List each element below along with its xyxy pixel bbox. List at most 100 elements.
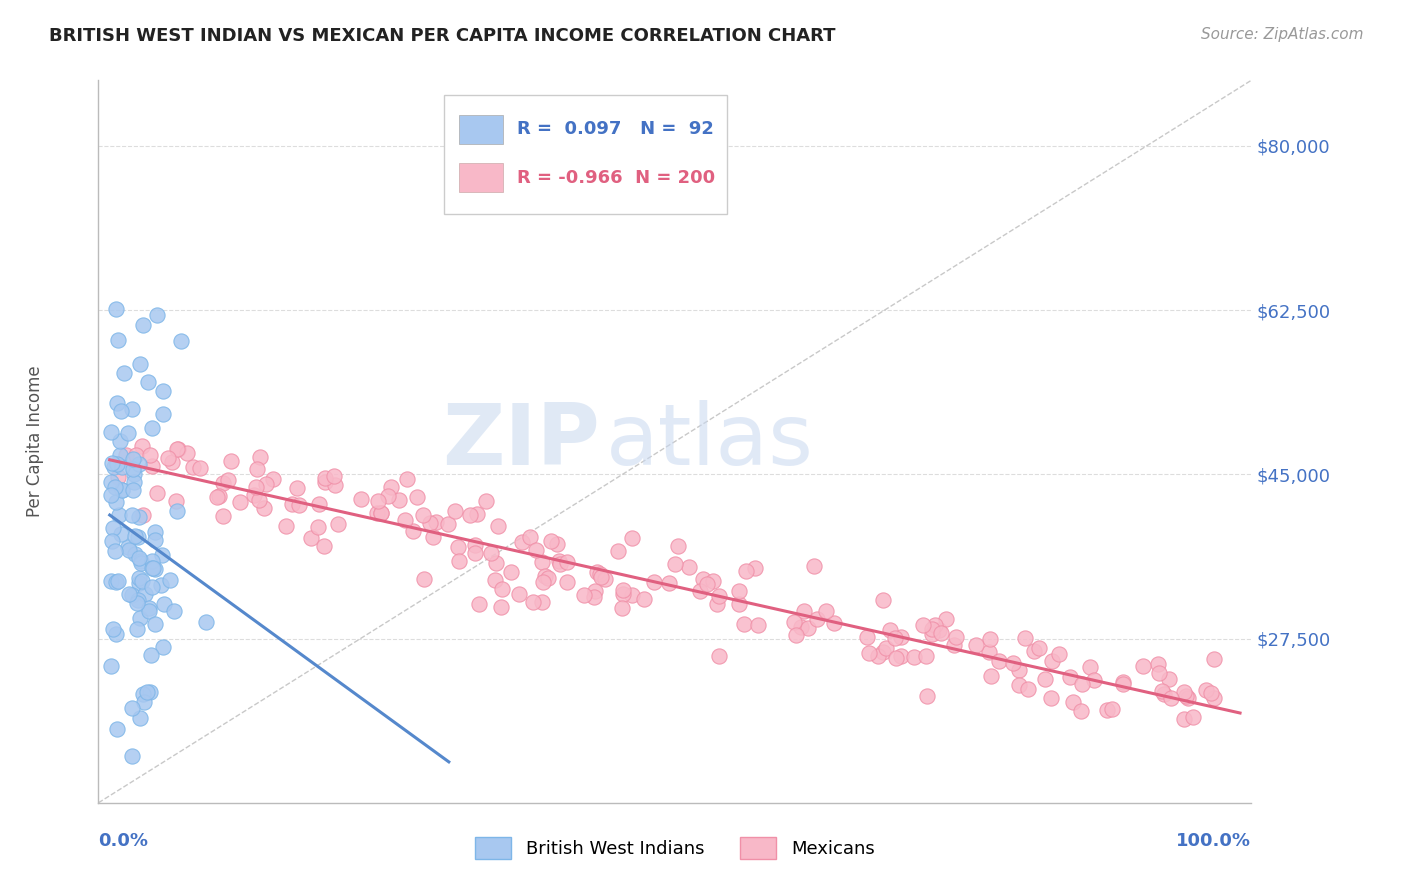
Point	[1152, 683, 1174, 698]
Point	[1112, 677, 1135, 691]
FancyBboxPatch shape	[444, 95, 727, 214]
Point	[537, 571, 560, 585]
Point	[131, 574, 153, 588]
Point	[157, 451, 180, 466]
Point	[980, 669, 1002, 683]
Point	[965, 638, 987, 652]
Point	[229, 495, 252, 509]
Point	[219, 454, 242, 468]
Point	[124, 547, 146, 561]
Point	[924, 618, 946, 632]
Point	[105, 495, 128, 509]
Point	[262, 472, 284, 486]
Point	[1059, 670, 1081, 684]
Point	[314, 475, 336, 489]
Point	[370, 506, 392, 520]
Point	[121, 748, 143, 763]
Point	[548, 558, 571, 572]
Point	[245, 480, 267, 494]
Point	[890, 630, 912, 644]
Point	[115, 448, 138, 462]
Point	[100, 425, 122, 439]
Point	[107, 470, 129, 484]
Point	[633, 592, 655, 607]
Point	[370, 506, 392, 520]
Point	[326, 517, 349, 532]
Point	[127, 593, 149, 607]
Point	[118, 587, 141, 601]
Point	[100, 488, 122, 502]
Point	[254, 477, 277, 491]
Point	[105, 627, 128, 641]
Point	[884, 632, 907, 646]
Point	[728, 583, 751, 598]
Point	[1112, 675, 1135, 690]
Point	[707, 589, 730, 603]
Point	[735, 564, 758, 578]
Point	[181, 459, 204, 474]
Point	[1042, 655, 1064, 669]
Point	[111, 459, 134, 474]
Point	[987, 654, 1010, 668]
Point	[475, 493, 498, 508]
Point	[412, 508, 434, 523]
Point	[162, 604, 184, 618]
Point	[141, 421, 163, 435]
Point	[152, 407, 174, 421]
Point	[217, 473, 239, 487]
Point	[510, 534, 533, 549]
Point	[1070, 704, 1092, 718]
Point	[149, 578, 172, 592]
Point	[367, 494, 389, 508]
Point	[606, 544, 628, 558]
Point	[491, 582, 513, 596]
Point	[921, 622, 943, 636]
Point	[875, 641, 897, 656]
Point	[658, 576, 681, 591]
Point	[143, 533, 166, 548]
Point	[101, 521, 124, 535]
Point	[314, 471, 336, 485]
Legend: British West Indians, Mexicans: British West Indians, Mexicans	[468, 830, 882, 866]
Point	[803, 559, 825, 574]
Point	[806, 612, 828, 626]
Point	[103, 622, 125, 636]
Point	[243, 488, 266, 502]
Point	[977, 645, 1000, 659]
Point	[1147, 657, 1170, 672]
Point	[479, 546, 502, 560]
Point	[249, 450, 271, 465]
Point	[129, 554, 152, 568]
Point	[929, 626, 952, 640]
Point	[281, 497, 304, 511]
Point	[689, 583, 711, 598]
Text: 0.0%: 0.0%	[98, 832, 149, 850]
Point	[167, 442, 190, 457]
Point	[524, 542, 547, 557]
Point	[246, 461, 269, 475]
Point	[104, 480, 127, 494]
Point	[105, 396, 128, 410]
Point	[380, 480, 402, 494]
Text: R =  0.097   N =  92: R = 0.097 N = 92	[517, 120, 714, 138]
Point	[643, 574, 665, 589]
Point	[104, 574, 127, 589]
Point	[785, 628, 807, 642]
Point	[253, 501, 276, 516]
Point	[422, 530, 444, 544]
Point	[589, 570, 612, 584]
Point	[146, 486, 169, 500]
Point	[143, 616, 166, 631]
Point	[131, 508, 153, 522]
Point	[1199, 686, 1222, 700]
Point	[103, 459, 125, 474]
Point	[118, 542, 141, 557]
Text: Source: ZipAtlas.com: Source: ZipAtlas.com	[1201, 27, 1364, 42]
Point	[1153, 687, 1175, 701]
Point	[612, 582, 634, 597]
Point	[501, 565, 523, 579]
Point	[485, 556, 508, 570]
Point	[1080, 660, 1102, 674]
Point	[489, 599, 512, 614]
Point	[128, 551, 150, 566]
